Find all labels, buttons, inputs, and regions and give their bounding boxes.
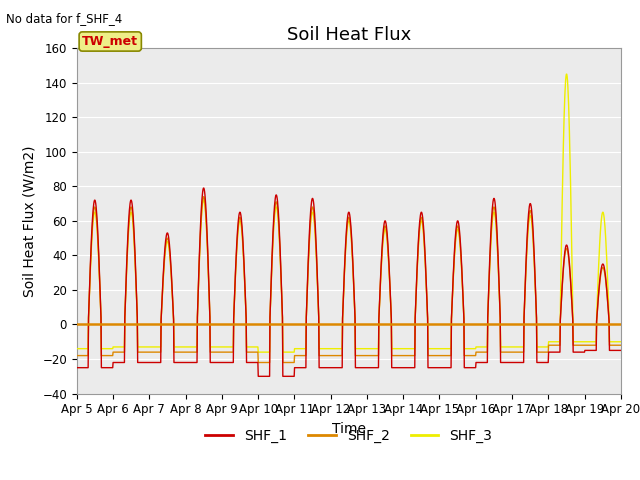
Title: Soil Heat Flux: Soil Heat Flux — [287, 25, 411, 44]
Legend: SHF_1, SHF_2, SHF_3: SHF_1, SHF_2, SHF_3 — [200, 424, 498, 449]
X-axis label: Time: Time — [332, 422, 366, 436]
Y-axis label: Soil Heat Flux (W/m2): Soil Heat Flux (W/m2) — [23, 145, 36, 297]
Text: TW_met: TW_met — [82, 35, 138, 48]
Text: No data for f_SHF_4: No data for f_SHF_4 — [6, 12, 123, 25]
